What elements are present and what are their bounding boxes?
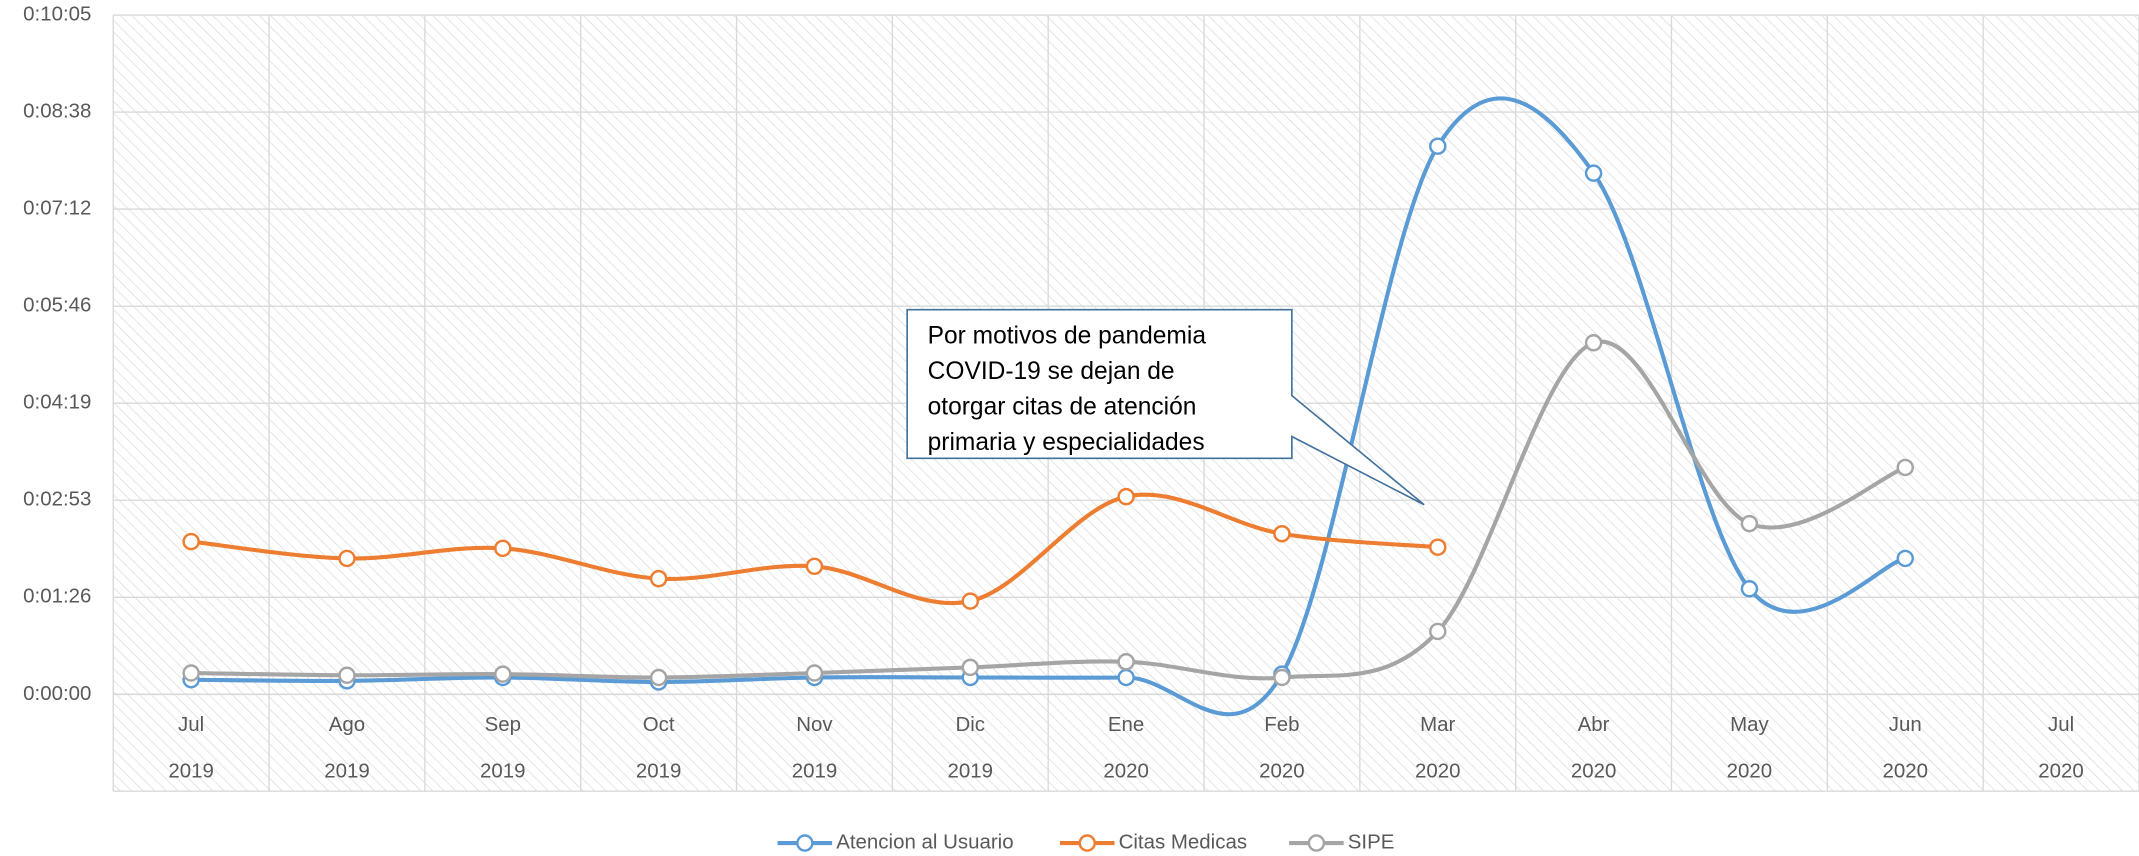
data-point (1117, 653, 1135, 671)
data-point (1429, 622, 1447, 641)
callout: Por motivos de pandemia COVID-19 se dejan… (906, 308, 1425, 506)
x-year-label: 2020 (1259, 760, 1305, 783)
x-tick-label: Jul (2048, 713, 2074, 736)
legend-label: Citas Medicas (1119, 830, 1247, 853)
y-tick-label: 0:01:26 (23, 585, 91, 608)
data-point (1273, 668, 1291, 687)
series-line (189, 96, 1908, 717)
data-point (1584, 334, 1603, 352)
legend-marker (796, 834, 814, 852)
x-year-label: 2019 (792, 760, 838, 783)
data-point (805, 557, 824, 576)
y-tick-label: 0:08:38 (23, 99, 91, 122)
data-point (1740, 580, 1759, 598)
annotation-text: primaria y especialidades (928, 429, 1205, 456)
x-year-label: 2019 (948, 760, 994, 783)
x-tick-label: Sep (485, 713, 521, 736)
data-point (1429, 538, 1447, 556)
data-point (182, 664, 200, 682)
y-tick-label: 0:04:19 (23, 391, 91, 414)
data-point (1117, 668, 1135, 687)
x-year-label: 2019 (168, 760, 214, 783)
x-year-label: 2020 (1882, 760, 1928, 783)
x-tick-label: Abr (1578, 713, 1610, 736)
x-tick-label: Mar (1420, 713, 1455, 736)
x-year-label: 2019 (324, 760, 370, 783)
data-point (1896, 458, 1914, 477)
legend-marker (1078, 834, 1096, 852)
lines (182, 96, 1914, 717)
data-point (805, 664, 824, 682)
data-point (961, 592, 980, 610)
x-tick-label: Ago (329, 713, 365, 736)
data-point (1273, 524, 1291, 543)
y-tick-label: 0:05:46 (23, 294, 91, 317)
x-year-label: 2019 (636, 760, 682, 783)
data-point (1429, 137, 1447, 155)
y-tick-label: 0:10:05 (23, 2, 91, 25)
data-point (1896, 549, 1914, 568)
data-point (338, 666, 356, 684)
x-year-label: 2020 (1103, 760, 1149, 783)
x-tick-label: Jun (1889, 713, 1922, 736)
data-point (649, 569, 668, 588)
legend-label: SIPE (1348, 830, 1395, 853)
annotation-text: COVID-19 se dejan de (928, 358, 1175, 385)
x-tick-label: Ene (1108, 713, 1144, 736)
x-tick-label: Feb (1264, 713, 1299, 736)
data-point (1740, 514, 1759, 533)
x-tick-label: May (1730, 713, 1769, 736)
annotation-text: Por motivos de pandemia (928, 322, 1207, 349)
x-tick-label: Nov (796, 713, 833, 736)
x-year-label: 2020 (1727, 760, 1773, 783)
data-point (961, 658, 980, 677)
x-year-label: 2020 (1571, 760, 1617, 783)
x-year-label: 2019 (480, 760, 526, 783)
callout-box (906, 308, 1425, 506)
data-point (182, 532, 200, 551)
annotation-text: otorgar citas de atención (928, 393, 1197, 420)
data-point (1117, 487, 1135, 506)
data-point (338, 549, 356, 568)
x-year-label: 2020 (2038, 760, 2084, 783)
x-tick-label: Oct (643, 713, 675, 736)
data-point (649, 668, 668, 687)
x-year-label: 2020 (1415, 760, 1461, 783)
legend-label: Atencion al Usuario (836, 830, 1013, 853)
y-tick-label: 0:02:53 (23, 488, 91, 511)
data-point (1584, 164, 1603, 182)
y-tick-label: 0:07:12 (23, 197, 91, 220)
x-tick-label: Jul (178, 713, 204, 736)
x-tick-label: Dic (956, 713, 986, 736)
legend-marker (1307, 834, 1326, 852)
series-line (189, 492, 1440, 606)
y-tick-label: 0:00:00 (23, 682, 91, 705)
data-point (494, 539, 512, 558)
data-point (494, 665, 512, 683)
